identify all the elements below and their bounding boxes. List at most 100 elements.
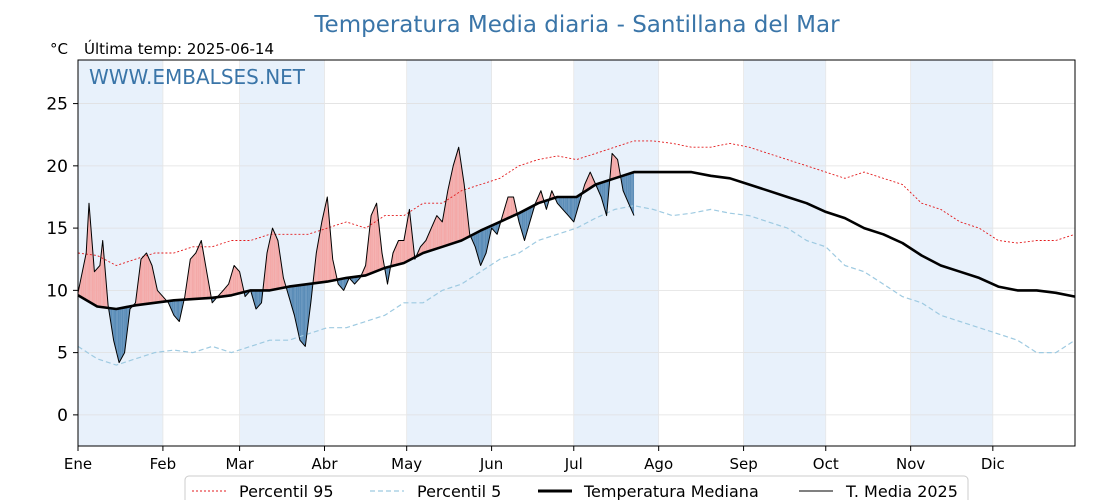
- fill-above-median: [455, 151, 458, 243]
- fill-below-median: [603, 181, 606, 211]
- fill-below-median: [169, 300, 172, 310]
- fill-below-median: [257, 290, 259, 308]
- fill-below-median: [497, 222, 499, 235]
- month-band: [239, 60, 325, 446]
- fill-above-median: [143, 254, 146, 305]
- fill-above-median: [451, 165, 454, 244]
- fill-above-median: [150, 262, 152, 304]
- x-tick-label: Nov: [896, 455, 925, 473]
- fill-above-median: [238, 270, 240, 294]
- x-tick-label: Ago: [644, 455, 673, 473]
- month-band: [573, 60, 659, 446]
- fill-below-median: [632, 172, 635, 216]
- fill-above-median: [276, 237, 278, 290]
- fill-below-median: [301, 284, 303, 344]
- fill-above-median: [84, 253, 87, 301]
- fill-above-median: [157, 290, 159, 303]
- fill-below-median: [624, 174, 626, 197]
- legend-label-p5: Percentil 5: [417, 482, 501, 500]
- fill-above-median: [82, 266, 84, 299]
- x-tick-label: Jul: [564, 455, 583, 473]
- fill-above-median: [449, 178, 451, 245]
- x-tick-label: Jun: [479, 455, 503, 473]
- series-line-2025: [77, 146, 635, 364]
- fill-above-median: [614, 156, 617, 179]
- x-axis-ticks: Ene Feb Mar Abr May Jun Jul Ago Sep Oct Nov Dic: [64, 446, 1005, 473]
- fill-above-median: [540, 190, 543, 203]
- y-tick-label: 0: [57, 406, 68, 426]
- fill-below-median: [561, 196, 563, 210]
- fill-above-median: [277, 240, 280, 289]
- fill-above-median: [95, 268, 98, 307]
- fill-below-median: [605, 180, 607, 216]
- watermark: WWW.EMBALSES.NET: [89, 65, 306, 89]
- fill-below-median: [291, 286, 294, 311]
- series-lines: [77, 140, 1076, 366]
- fill-above-median: [458, 147, 461, 242]
- fill-below-median: [573, 196, 576, 222]
- fill-above-median: [191, 256, 194, 300]
- fill-below-median: [523, 210, 525, 241]
- fill-above-median: [327, 196, 329, 282]
- x-tick-label: Mar: [225, 455, 254, 473]
- x-tick-label: Sep: [729, 455, 757, 473]
- chart-title: Temperatura Media diaria - Santillana de…: [313, 12, 840, 38]
- fill-above-median: [232, 265, 235, 295]
- fill-above-median: [271, 228, 273, 291]
- fill-above-median: [230, 274, 232, 296]
- fill-above-median: [195, 249, 198, 299]
- fill-above-median: [79, 279, 81, 297]
- fill-above-median: [99, 253, 102, 308]
- fill-below-median: [521, 211, 524, 236]
- fill-above-median: [325, 196, 328, 282]
- fill-below-median: [476, 232, 478, 257]
- fill-above-median: [317, 237, 320, 283]
- fill-above-median: [97, 267, 99, 307]
- legend-label-p95: Percentil 95: [239, 482, 334, 500]
- fill-below-median: [628, 173, 630, 207]
- fill-above-median: [269, 234, 272, 291]
- fill-below-median: [294, 285, 296, 322]
- fill-below-median: [339, 278, 341, 288]
- fill-above-median: [457, 147, 459, 242]
- legend-label-current: T. Media 2025: [845, 482, 958, 500]
- fill-below-median: [623, 175, 625, 194]
- fill-above-median: [436, 215, 439, 249]
- fill-above-median: [83, 259, 85, 300]
- y-tick-label: 5: [57, 344, 68, 364]
- fill-above-median: [425, 237, 428, 253]
- fill-below-median: [253, 290, 255, 305]
- fill-below-median: [483, 228, 485, 260]
- fill-above-median: [509, 196, 511, 218]
- fill-below-median: [175, 300, 177, 319]
- fill-below-median: [260, 290, 262, 305]
- fill-above-median: [512, 196, 514, 217]
- month-bands: [78, 60, 993, 446]
- fill-above-median: [408, 209, 410, 261]
- fill-above-median: [146, 253, 148, 304]
- fill-above-median: [321, 215, 324, 283]
- fill-above-median: [508, 196, 510, 219]
- fill-above-median: [234, 265, 236, 295]
- fill-above-median: [503, 206, 506, 221]
- fill-above-median: [423, 242, 425, 253]
- fill-above-median: [147, 256, 150, 304]
- fill-above-median: [513, 196, 515, 216]
- fill-below-median: [298, 285, 300, 341]
- fill-above-median: [202, 248, 204, 299]
- fill-below-median: [342, 278, 344, 291]
- month-band: [743, 60, 826, 446]
- fill-below-median: [305, 284, 307, 347]
- y-tick-label: 25: [46, 95, 68, 115]
- fill-above-median: [454, 156, 456, 243]
- fill-above-median: [86, 228, 88, 301]
- fill-above-median: [394, 246, 396, 266]
- fill-above-median: [193, 254, 195, 300]
- fill-below-median: [560, 196, 562, 208]
- fill-below-median: [114, 308, 117, 352]
- fill-above-median: [399, 240, 402, 265]
- fill-above-median: [88, 203, 91, 303]
- fill-above-median: [101, 240, 103, 308]
- fill-above-median: [443, 206, 446, 247]
